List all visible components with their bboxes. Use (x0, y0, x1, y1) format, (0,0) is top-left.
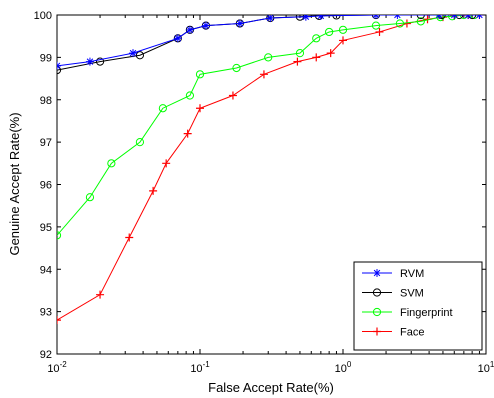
data-point (85, 57, 94, 66)
data-point (475, 15, 484, 19)
x-tick-label: 10-2 (47, 360, 67, 375)
data-point (135, 138, 145, 147)
data-point (373, 327, 381, 336)
data-point (373, 269, 381, 277)
data-point (107, 159, 116, 168)
data-point (372, 288, 382, 297)
data-point (316, 15, 325, 20)
data-point (235, 19, 244, 28)
y-tick-label: 96 (40, 180, 52, 192)
data-point (162, 159, 171, 168)
data-point (228, 91, 237, 100)
data-point (185, 25, 194, 34)
data-point (459, 15, 468, 20)
data-point (149, 186, 158, 195)
data-point (468, 15, 477, 20)
data-point (416, 15, 425, 20)
series-line (57, 15, 480, 67)
data-point (395, 19, 405, 28)
y-tick-label: 92 (40, 349, 52, 361)
legend-label: Fingerprint (400, 307, 453, 319)
legend-box (353, 261, 483, 351)
data-point (264, 53, 273, 62)
legend-item: SVM (362, 288, 424, 300)
data-point (201, 21, 210, 30)
y-tick-label: 93 (40, 307, 52, 319)
data-point (183, 129, 192, 138)
data-point (85, 193, 95, 202)
data-point (259, 70, 268, 79)
data-point (266, 15, 275, 22)
x-tick-label: 101 (478, 360, 494, 375)
y-tick-label: 99 (40, 52, 52, 64)
y-tick-label: 98 (40, 95, 52, 107)
data-point (416, 17, 425, 26)
data-point (375, 27, 384, 36)
data-point (293, 57, 302, 66)
data-point (435, 15, 444, 19)
data-point (96, 290, 105, 299)
data-point (393, 15, 402, 19)
data-point (135, 51, 145, 60)
data-point (95, 57, 105, 66)
x-tick-label: 100 (335, 360, 352, 375)
data-point (450, 15, 459, 19)
data-point (295, 49, 305, 58)
data-point (129, 49, 138, 58)
data-point (325, 27, 334, 37)
series-layer (57, 15, 484, 325)
y-axis-label: Genuine Accept Rate(%) (7, 112, 22, 255)
data-point (301, 15, 310, 21)
legend-item: Fingerprint (362, 307, 453, 319)
x-axis-label: False Accept Rate(%) (208, 380, 334, 395)
data-point (158, 104, 167, 113)
legend-item: RVM (362, 268, 424, 280)
data-point (57, 316, 61, 325)
data-point (371, 21, 381, 30)
legend-item: Face (362, 327, 424, 339)
data-point (57, 61, 61, 70)
x-tick-label: 10-1 (190, 360, 210, 375)
legend-label: Face (400, 327, 424, 339)
y-tick-label: 97 (40, 137, 52, 149)
data-point (326, 49, 335, 58)
series-fingerprint (57, 15, 479, 240)
data-point (372, 307, 382, 317)
data-point (196, 104, 204, 113)
legend-label: RVM (400, 268, 424, 280)
data-point (195, 70, 205, 79)
data-point (173, 34, 182, 43)
data-point (455, 15, 464, 20)
data-point (371, 15, 380, 19)
data-point (470, 15, 479, 20)
axis-ticks: 92 93 94 95 96 97 98 99 100 10-2 10-1 100 101 (34, 10, 494, 375)
y-tick-label: 95 (40, 222, 52, 234)
data-point (312, 34, 321, 43)
y-tick-label: 100 (34, 10, 52, 22)
data-point (339, 36, 347, 45)
data-point (125, 233, 134, 242)
y-tick-label: 94 (40, 264, 52, 276)
data-point (185, 91, 195, 100)
data-point (464, 15, 473, 19)
data-point (232, 63, 241, 73)
legend-label: SVM (400, 288, 424, 300)
legend: RVM SVM Fingerprint Face (353, 261, 483, 351)
data-point (57, 231, 62, 240)
data-point (312, 53, 321, 62)
data-point (437, 15, 446, 20)
data-point (338, 25, 348, 34)
series-rvm (57, 15, 484, 70)
